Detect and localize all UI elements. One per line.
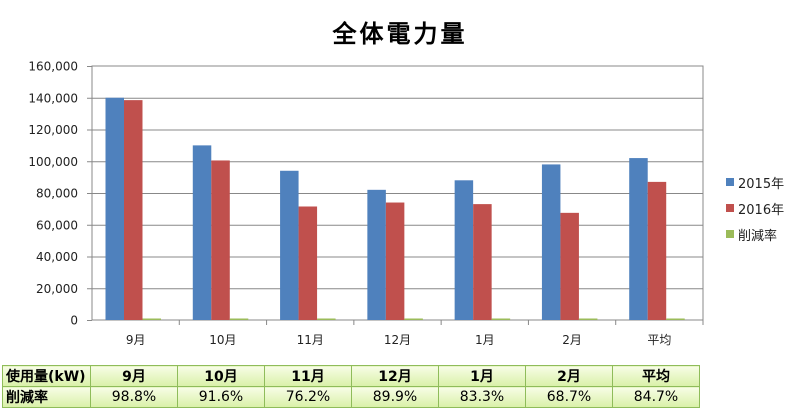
header-cell-jan: 1月 (438, 365, 526, 387)
header-cell-avg: 平均 (612, 365, 700, 387)
bar-2015 (192, 145, 212, 320)
y-tick-label: 160,000 (28, 60, 78, 74)
chart-legend: 2015年 2016年 削減率 (726, 169, 784, 247)
chart-title: 全体電力量 (332, 20, 468, 48)
bar-reduction (229, 318, 249, 320)
legend-swatch-2015 (726, 178, 734, 186)
value-cell-oct: 91.6% (177, 386, 265, 408)
header-cell-nov: 11月 (264, 365, 352, 387)
legend-item-reduction: 削減率 (726, 221, 784, 247)
x-tick-label: 9月 (126, 333, 146, 347)
bar-2015 (541, 164, 561, 320)
chart-plot: 0 20,000 40,000 60,000 80,000 100,000 120,000 1… (28, 60, 704, 347)
x-tick-label: 平均 (647, 333, 671, 347)
y-tick-label: 100,000 (28, 155, 78, 169)
bar-2016 (385, 202, 405, 320)
x-tick-label: 12月 (384, 333, 411, 347)
value-cell-jan: 83.3% (438, 386, 526, 408)
legend-label-2015: 2015年 (738, 176, 785, 192)
bar-2015 (367, 189, 386, 320)
y-tick-label: 20,000 (36, 282, 78, 296)
legend-item-2015: 2015年 (726, 169, 784, 195)
bar-2016 (473, 204, 492, 320)
bar-2016 (211, 160, 230, 320)
bar-2015 (105, 97, 124, 320)
value-cell-avg: 84.7% (612, 386, 700, 408)
y-tick-label: 40,000 (36, 250, 78, 264)
bar-reduction (666, 318, 685, 320)
bar-reduction (142, 318, 161, 320)
usage-table: 使用量(kW) 9月 10月 11月 12月 1月 2月 平均 削減率 98.8… (2, 365, 700, 408)
x-tick-label: 1月 (475, 333, 495, 347)
bar-2015 (280, 170, 299, 320)
value-cell-nov: 76.2% (264, 386, 352, 408)
bar-2016 (560, 212, 579, 320)
bar-reduction (404, 318, 423, 320)
header-cell-sep: 9月 (90, 365, 178, 387)
bar-2015 (454, 180, 474, 320)
bar-reduction (491, 318, 511, 320)
bar-reduction (578, 318, 598, 320)
value-cell-dec: 89.9% (351, 386, 439, 408)
value-cell-feb: 68.7% (525, 386, 613, 408)
legend-label-2016: 2016年 (738, 202, 785, 218)
usage-table-value-row: 削減率 98.8% 91.6% 76.2% 89.9% 83.3% 68.7% … (2, 386, 700, 408)
legend-item-2016: 2016年 (726, 195, 784, 221)
header-cell-usage: 使用量(kW) (2, 365, 91, 387)
value-cell-label: 削減率 (2, 386, 91, 408)
x-tick-label: 2月 (562, 333, 582, 347)
y-tick-label: 140,000 (28, 91, 78, 105)
header-cell-feb: 2月 (525, 365, 613, 387)
bar-2015 (629, 158, 648, 320)
y-tick-label: 0 (70, 314, 78, 328)
y-tick-label: 60,000 (36, 218, 78, 232)
bar-reduction (317, 318, 336, 320)
bar-2016 (298, 206, 318, 320)
bar-2016 (647, 181, 667, 320)
legend-label-reduction: 削減率 (738, 228, 778, 244)
legend-swatch-reduction (726, 230, 734, 238)
y-tick-label: 120,000 (28, 123, 78, 137)
x-tick-label: 10月 (209, 333, 236, 347)
value-cell-sep: 98.8% (90, 386, 178, 408)
bar-2016 (124, 100, 143, 320)
header-cell-dec: 12月 (351, 365, 439, 387)
header-cell-oct: 10月 (177, 365, 265, 387)
x-tick-label: 11月 (297, 333, 324, 347)
legend-swatch-2016 (726, 204, 734, 212)
y-tick-label: 80,000 (36, 187, 78, 201)
usage-table-header-row: 使用量(kW) 9月 10月 11月 12月 1月 2月 平均 (2, 365, 700, 387)
